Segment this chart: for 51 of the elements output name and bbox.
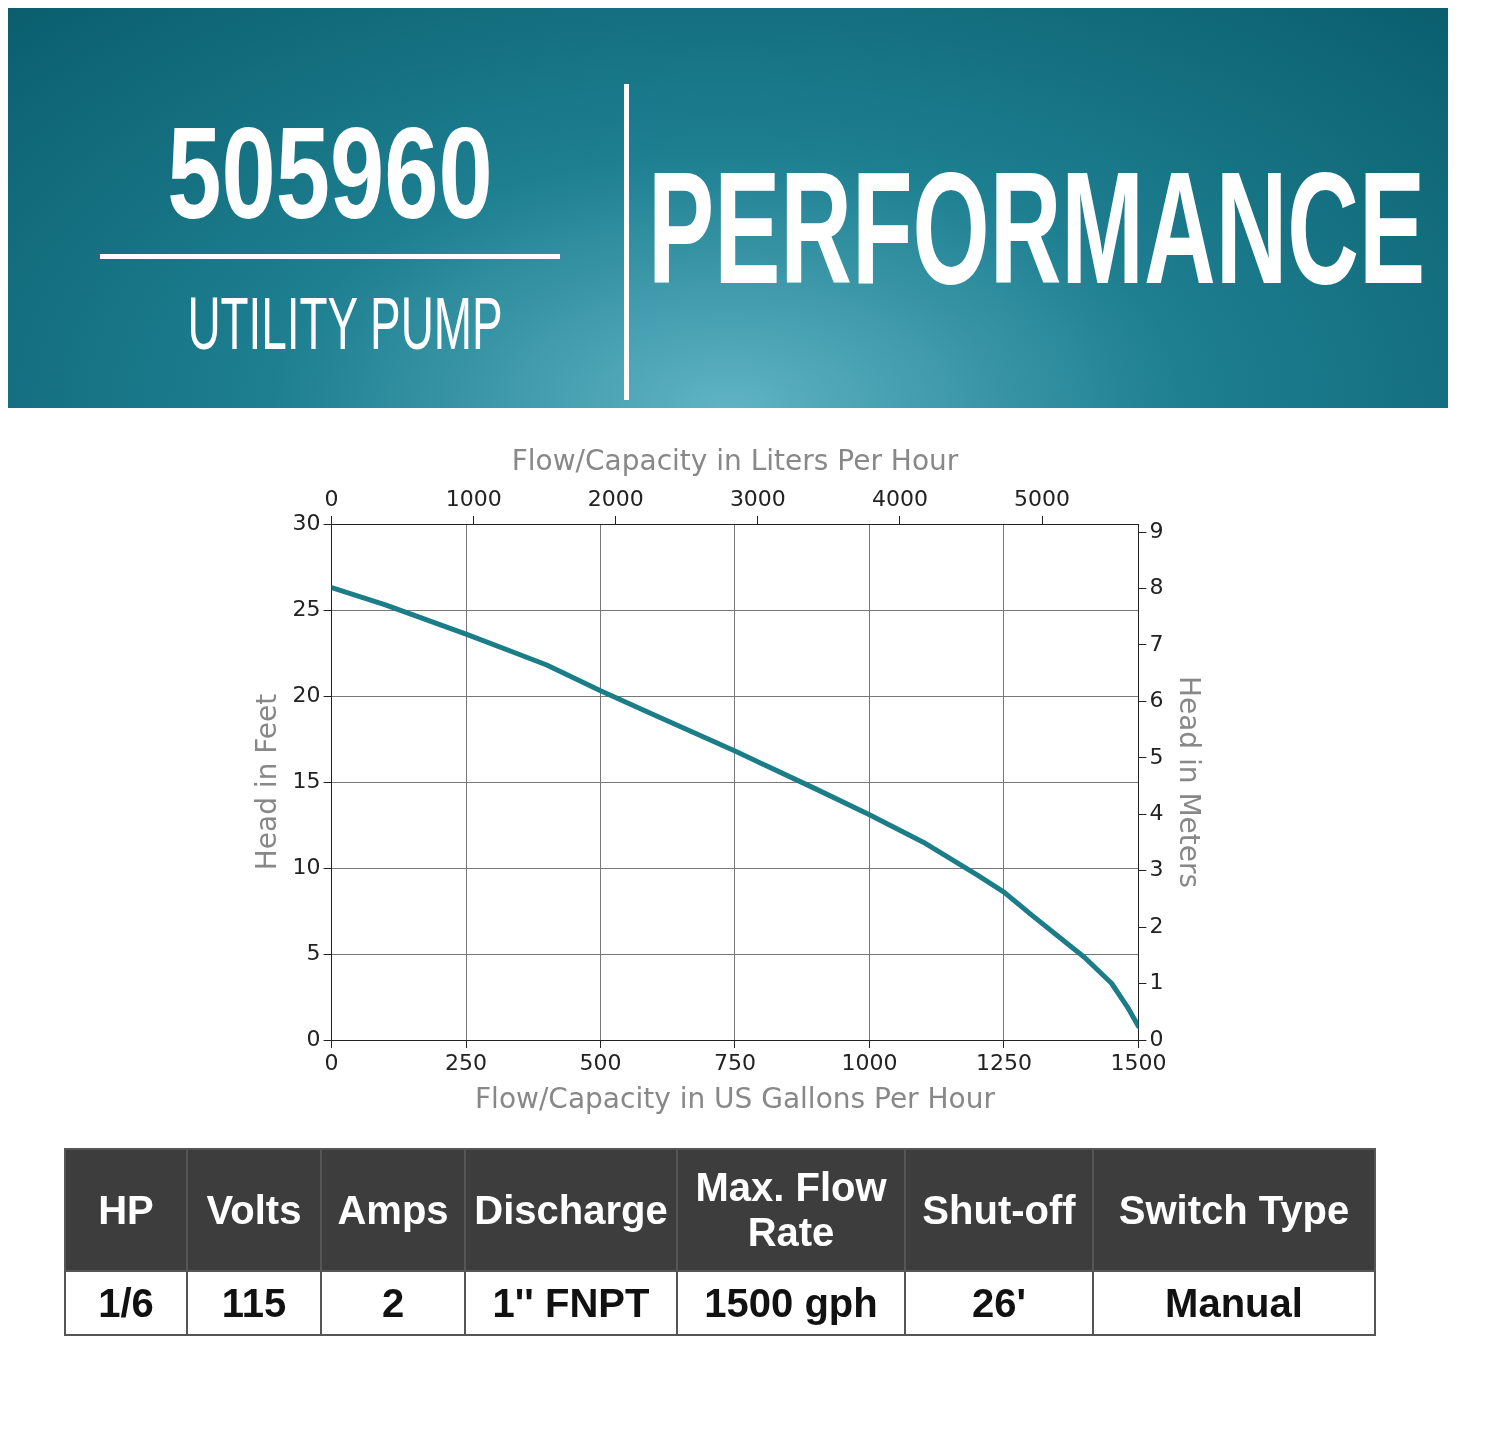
y2-tick-label: 5 <box>1149 743 1164 769</box>
x-tick-label: 1250 <box>975 1049 1032 1075</box>
x2-tick-label: 3000 <box>729 485 786 511</box>
text: PERFORMANCE <box>648 138 1426 318</box>
category-label: Discharge <box>473 1187 669 1233</box>
y2-tick-label: 4 <box>1149 800 1164 825</box>
x-axis-title: Flow/Capacity in US Gallons Per Hour <box>475 1082 996 1116</box>
x-tick-label: 250 <box>445 1049 488 1075</box>
y2-tick-label: 8 <box>1149 574 1164 600</box>
y-tick-label: 15 <box>292 767 321 793</box>
category-label: Switch Type <box>1117 1187 1351 1233</box>
text: 2 <box>381 1280 405 1325</box>
category-label: Amps <box>336 1187 450 1233</box>
y-tick-label: 30 <box>292 509 321 535</box>
y2-tick-label: 3 <box>1149 856 1164 882</box>
text: 115 <box>221 1280 287 1325</box>
y2-tick-label: 9 <box>1149 517 1164 543</box>
text: 26' <box>971 1280 1026 1325</box>
x-tick-label: 750 <box>714 1049 756 1075</box>
y2-tick-label: 2 <box>1149 912 1164 938</box>
x-tick-label: 1500 <box>1110 1049 1167 1075</box>
text: 1'' FNPT <box>492 1280 650 1325</box>
category-label: Volts <box>205 1187 303 1233</box>
y2-tick-label: 1 <box>1149 969 1164 995</box>
y-tick-label: 5 <box>306 939 321 965</box>
y-tick-label: 25 <box>292 595 321 621</box>
x2-tick-label: 2000 <box>587 485 644 511</box>
y2-axis-title: Head in Meters <box>1172 675 1206 889</box>
chart-subtitle: UTILITY PUMP <box>187 281 503 367</box>
x2-axis-title: Flow/Capacity in Liters Per Hour <box>511 444 959 478</box>
category-label: HP <box>97 1187 155 1233</box>
x-tick-label: 1000 <box>841 1049 898 1075</box>
text: 1/6 <box>98 1280 154 1325</box>
x2-tick-label: 1000 <box>445 485 502 511</box>
text: 1500 gph <box>704 1280 878 1325</box>
chart-title: 505960 <box>166 99 494 248</box>
x-tick-label: 500 <box>579 1049 622 1075</box>
x2-tick-label: 0 <box>324 485 339 511</box>
y-tick-label: 0 <box>306 1025 321 1051</box>
text: Manual <box>1165 1280 1303 1325</box>
y2-tick-label: 6 <box>1149 687 1164 713</box>
category-label: Shut-off <box>921 1187 1077 1233</box>
y-axis-title: Head in Feet <box>250 693 284 871</box>
y2-tick-label: 0 <box>1149 1025 1164 1051</box>
category-label: Max. Flow Rate <box>694 1165 888 1255</box>
y-tick-label: 20 <box>292 681 321 707</box>
x2-tick-label: 4000 <box>871 485 928 511</box>
x-tick-label: 0 <box>324 1049 339 1075</box>
x2-tick-label: 5000 <box>1014 485 1071 511</box>
y-tick-label: 10 <box>292 853 321 879</box>
y2-tick-label: 7 <box>1149 630 1164 656</box>
